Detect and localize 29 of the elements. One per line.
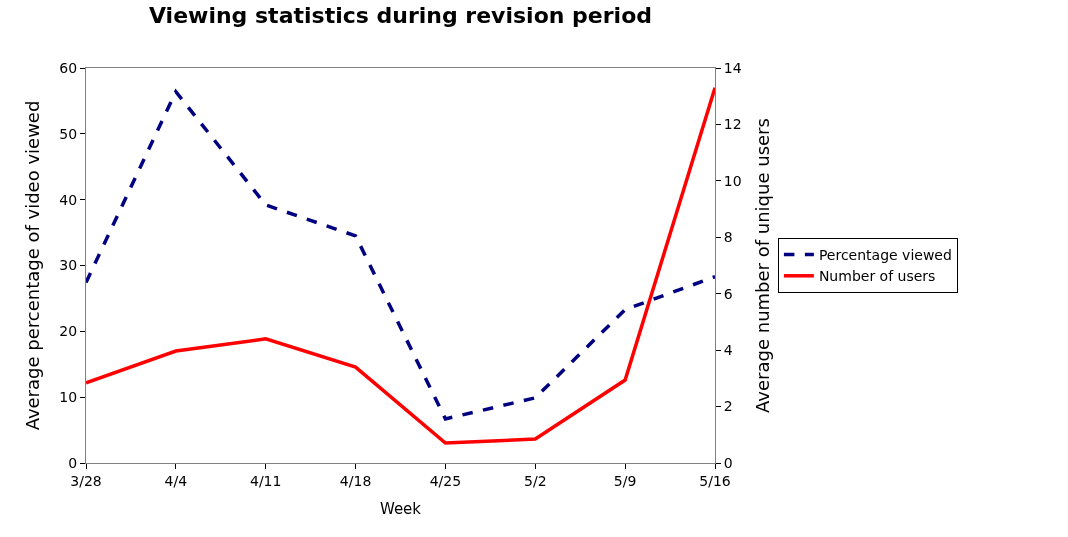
y2-tick-label: 2 xyxy=(723,398,733,415)
x-tick-label: 4/4 xyxy=(164,472,188,489)
x-axis-title: Week xyxy=(379,499,422,518)
y2-axis-title: Average number of unique users xyxy=(751,118,773,413)
y2-tick-label: 0 xyxy=(723,454,733,471)
y-tick-label: 0 xyxy=(68,454,78,471)
x-tick-label: 4/11 xyxy=(249,472,282,489)
x-tick-label: 4/25 xyxy=(429,472,462,489)
x-tick-label: 4/18 xyxy=(339,472,372,489)
x-tick-label: 5/2 xyxy=(524,472,547,489)
legend-label: Percentage viewed xyxy=(818,247,952,264)
y-tick-label: 30 xyxy=(59,257,78,274)
y2-tick-label: 8 xyxy=(723,229,733,246)
y2-tick-label: 14 xyxy=(723,59,742,76)
y2-tick-label: 12 xyxy=(723,116,742,133)
y-axis-title: Average percentage of video viewed xyxy=(21,100,43,431)
y2-tick-label: 6 xyxy=(723,285,733,302)
y-tick-label: 40 xyxy=(59,191,78,208)
legend-label: Number of users xyxy=(818,268,936,285)
y-tick-label: 50 xyxy=(59,125,78,142)
y-tick-label: 20 xyxy=(59,323,78,340)
x-tick-label: 5/9 xyxy=(613,472,637,489)
y2-tick-label: 10 xyxy=(723,172,742,189)
y2-tick-label: 4 xyxy=(723,342,733,359)
x-tick-label: 5/16 xyxy=(699,472,731,489)
chart-title: Viewing statistics during revision period xyxy=(148,3,653,29)
x-tick-label: 3/28 xyxy=(70,472,102,489)
y-tick-label: 10 xyxy=(59,389,78,406)
y-tick-label: 60 xyxy=(59,59,78,76)
